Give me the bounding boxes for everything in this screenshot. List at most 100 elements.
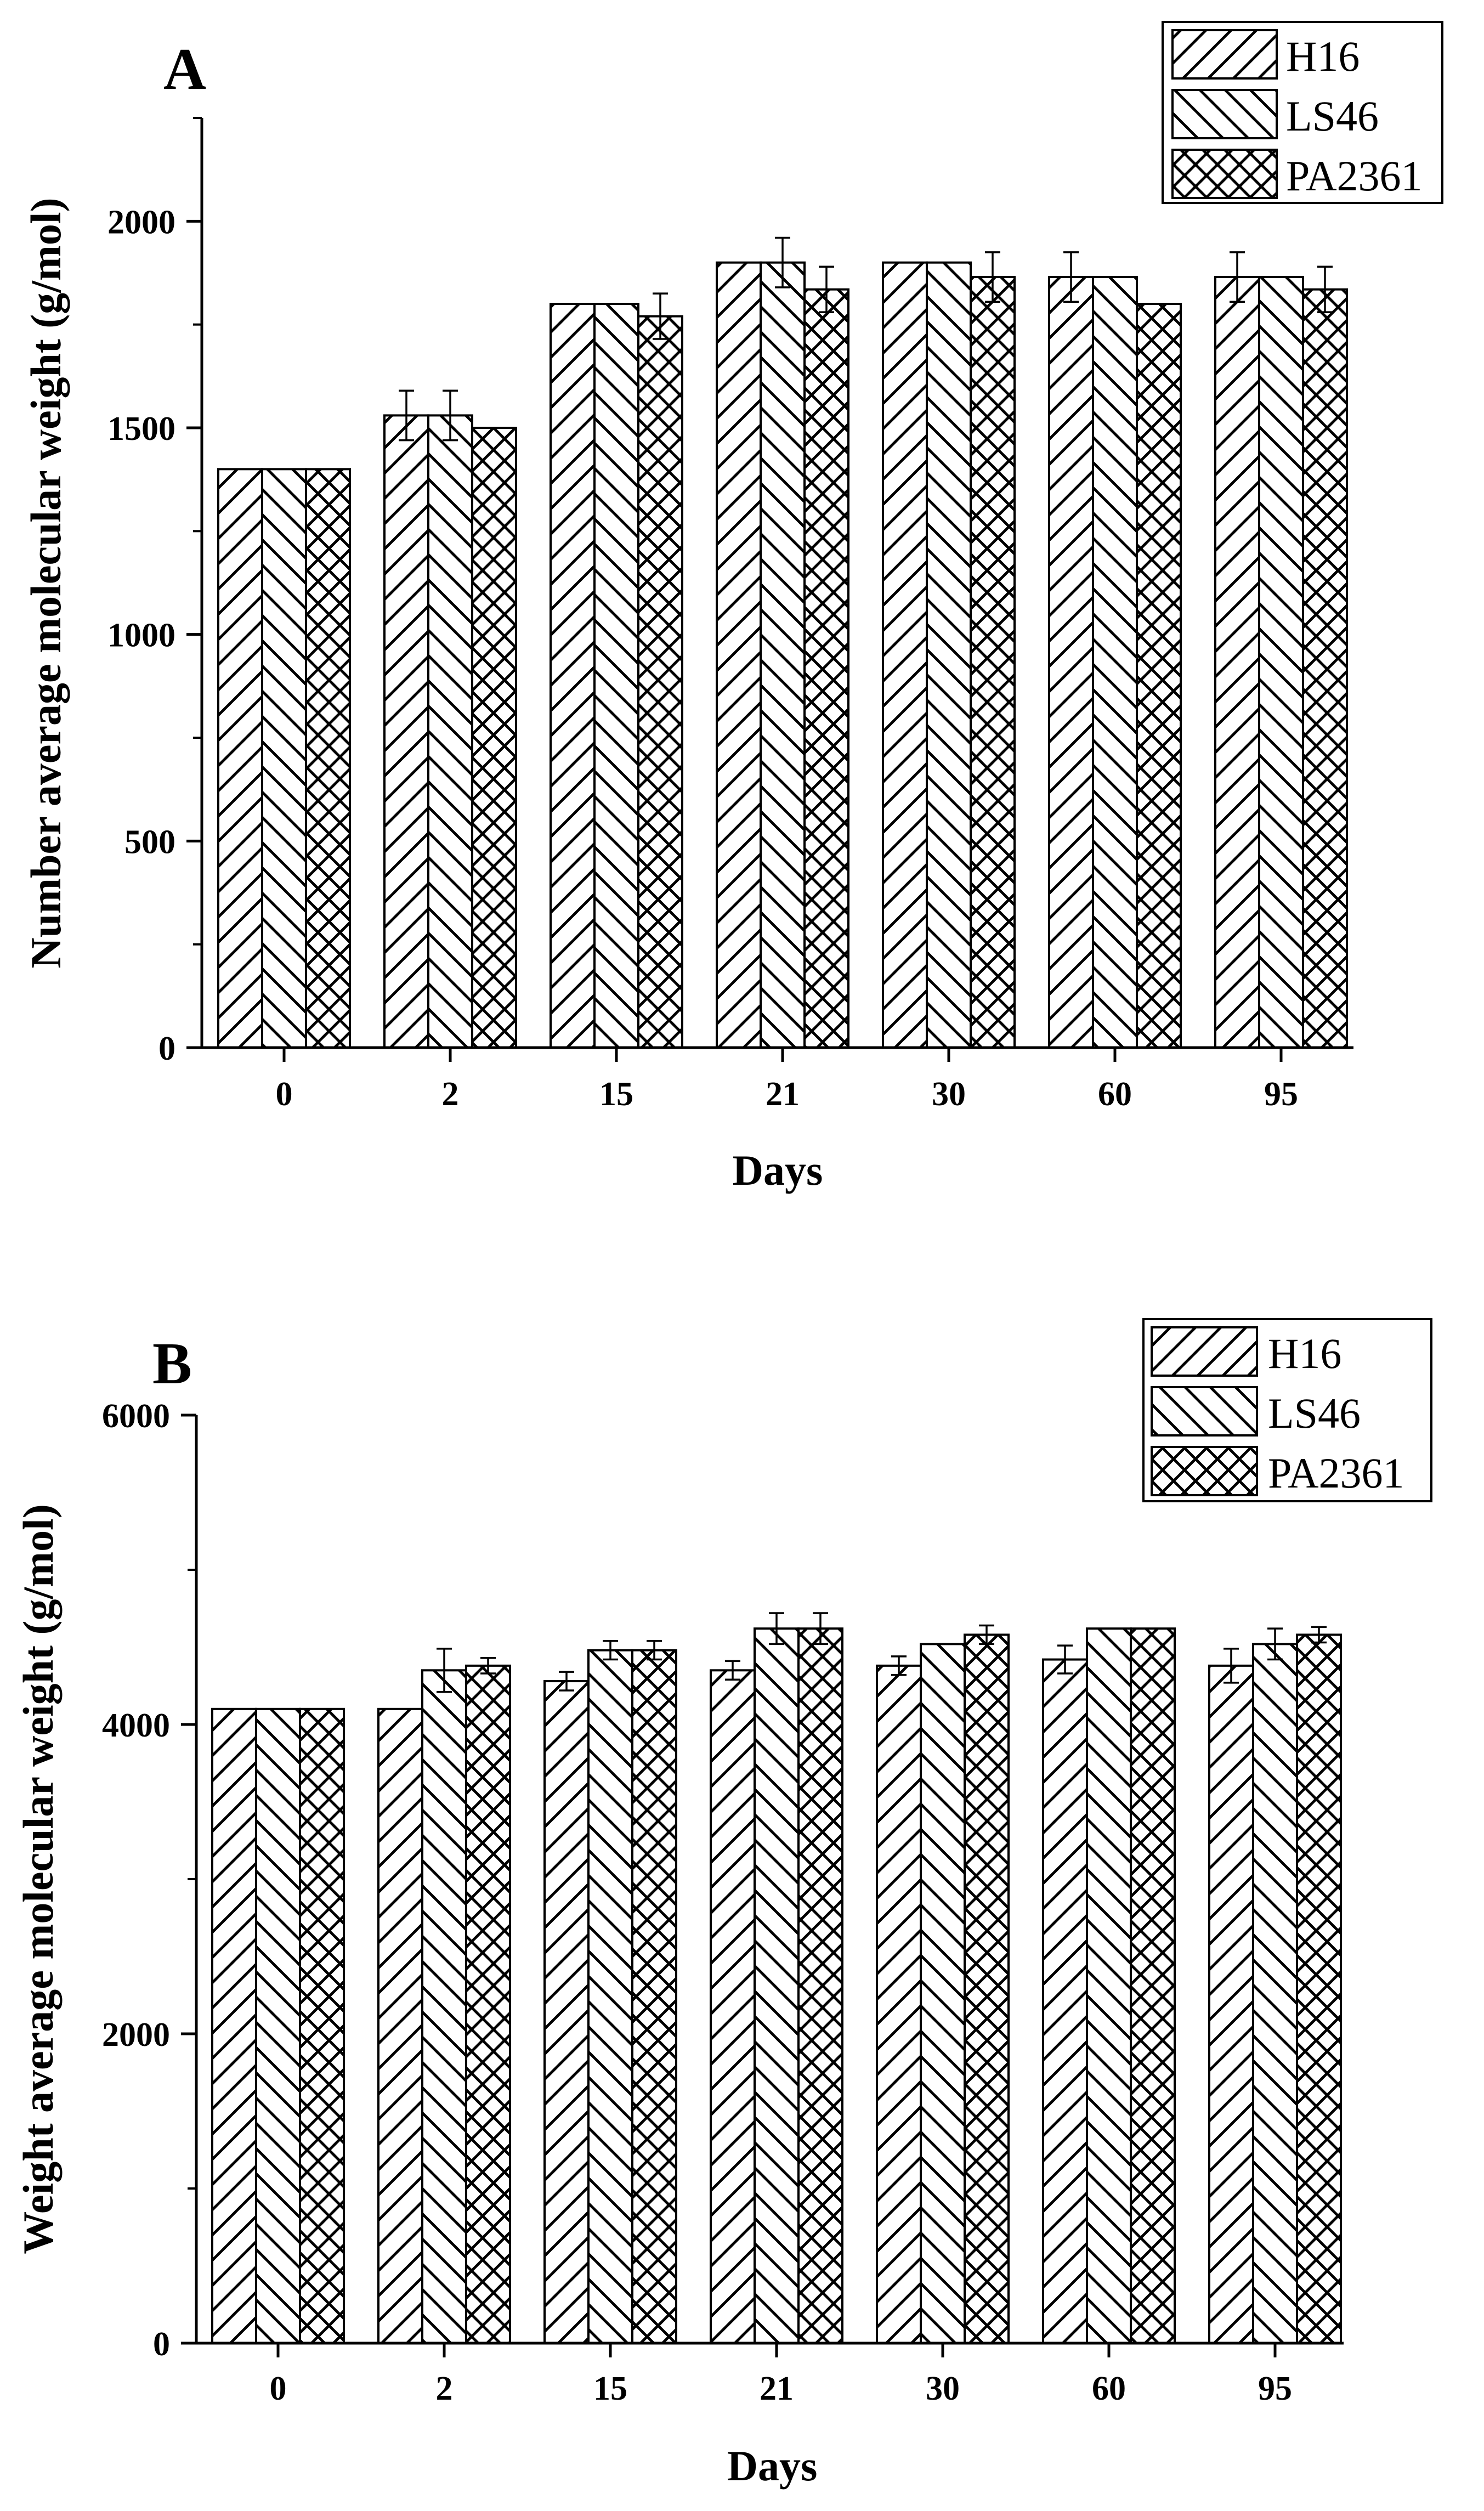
x-tick-label: 0 — [270, 2370, 287, 2407]
bar-pa2361-day-15 — [637, 315, 683, 1049]
bar-pa2361-day-0 — [299, 1707, 345, 2344]
legend-label-pa2361: PA2361 — [1268, 1449, 1404, 1497]
x-tick-label: 2 — [436, 2370, 453, 2407]
bar-pa2361-day-95 — [1296, 1633, 1342, 2344]
bar-h16-day-0 — [211, 1707, 257, 2344]
y-tick-label: 1000 — [107, 617, 175, 654]
bar-pa2361-day-15 — [631, 1649, 677, 2344]
error-bar-pa2361-day-21 — [813, 1612, 828, 1645]
panel-b-y-ticks: 0 2000 4000 6000 — [102, 1398, 196, 2363]
error-bar-ls46-day-2 — [437, 1648, 452, 1693]
bar-h16-day-60 — [1042, 1658, 1088, 2344]
bar-h16-day-95 — [1208, 1664, 1254, 2345]
bar-ls46-day-95 — [1258, 276, 1304, 1049]
panel-a-chart: 0 500 1000 1500 2000 0 2 15 21 30 60 95 A Days Num… — [22, 21, 1443, 1194]
x-tick-label: 21 — [760, 2370, 794, 2407]
x-tick-label: 60 — [1098, 1076, 1132, 1113]
bar-pa2361-day-21 — [803, 288, 849, 1049]
y-tick-label: 500 — [124, 823, 175, 861]
bar-h16-day-2 — [383, 414, 429, 1049]
y-tick-label: 2000 — [102, 2016, 170, 2054]
legend-swatch-ls46 — [1171, 89, 1278, 139]
bar-ls46-day-0 — [261, 468, 307, 1049]
y-tick-label: 0 — [158, 1030, 175, 1067]
panel-b-error-bars — [437, 1612, 1327, 1693]
x-tick-label: 60 — [1092, 2370, 1126, 2407]
x-tick-label: 95 — [1264, 1076, 1298, 1113]
error-bar-pa2361-day-21 — [819, 265, 834, 313]
error-bar-h16-day-60 — [1063, 251, 1079, 303]
panel-b-label: B — [152, 1331, 192, 1396]
panel-a-x-ticks: 0 2 15 21 30 60 95 — [276, 1048, 1298, 1113]
bar-h16-day-21 — [716, 261, 762, 1049]
panel-a-error-bars — [399, 236, 1333, 442]
bar-pa2361-day-30 — [970, 276, 1016, 1049]
legend-label-h16: H16 — [1286, 32, 1360, 80]
bar-ls46-day-15 — [587, 1649, 633, 2344]
error-bar-h16-day-15 — [559, 1671, 574, 1692]
error-bar-pa2361-day-30 — [985, 251, 1000, 303]
bar-ls46-day-2 — [427, 414, 473, 1049]
bar-ls46-day-2 — [421, 1669, 467, 2344]
x-tick-label: 95 — [1258, 2370, 1292, 2407]
panel-a-y-axis-title: Number average molecular weight (g/mol) — [22, 197, 70, 968]
error-bar-ls46-day-21 — [769, 1612, 784, 1645]
panel-a-y-ticks: 0 500 1000 1500 2000 — [107, 117, 202, 1067]
panel-a-bars — [217, 261, 1348, 1049]
error-bar-pa2361-day-15 — [647, 1639, 662, 1661]
y-tick-label: 0 — [153, 2326, 170, 2363]
error-bar-pa2361-day-15 — [653, 292, 668, 340]
legend-swatch-h16 — [1171, 29, 1278, 80]
error-bar-ls46-day-15 — [603, 1639, 618, 1661]
legend-swatch-ls46 — [1151, 1386, 1258, 1437]
legend-swatch-pa2361 — [1151, 1446, 1258, 1496]
error-bar-pa2361-day-95 — [1311, 1626, 1327, 1644]
bar-ls46-day-30 — [926, 261, 972, 1049]
legend-label-pa2361: PA2361 — [1286, 152, 1423, 200]
bar-ls46-day-21 — [760, 261, 806, 1049]
bar-h16-day-15 — [543, 1680, 590, 2344]
panel-b-bars — [211, 1627, 1342, 2345]
bar-ls46-day-30 — [920, 1643, 966, 2345]
legend-label-ls46: LS46 — [1268, 1389, 1361, 1437]
bar-pa2361-day-60 — [1136, 303, 1182, 1049]
bar-ls46-day-0 — [255, 1707, 301, 2344]
bar-pa2361-day-2 — [471, 427, 517, 1049]
x-tick-label: 21 — [766, 1076, 800, 1113]
panel-b-x-axis-title: Days — [727, 2442, 818, 2490]
bar-pa2361-day-95 — [1302, 288, 1348, 1049]
error-bar-pa2361-day-95 — [1317, 265, 1333, 313]
error-bar-pa2361-day-2 — [480, 1656, 496, 1675]
bar-ls46-day-95 — [1252, 1643, 1298, 2345]
y-tick-label: 6000 — [102, 1398, 170, 1435]
legend-label-ls46: LS46 — [1286, 92, 1379, 140]
error-bar-h16-day-2 — [399, 389, 414, 442]
x-tick-label: 30 — [932, 1076, 966, 1113]
bar-h16-day-30 — [882, 261, 928, 1049]
panel-b-y-axis-title: Weight average molecular weight (g/mol) — [14, 1504, 62, 2254]
x-tick-label: 30 — [926, 2370, 960, 2407]
bar-h16-day-0 — [217, 468, 263, 1049]
bar-ls46-day-21 — [754, 1627, 800, 2344]
error-bar-pa2361-day-30 — [979, 1624, 994, 1645]
legend-swatch-h16 — [1151, 1326, 1258, 1377]
y-tick-label: 1500 — [107, 410, 175, 448]
x-tick-label: 2 — [442, 1076, 459, 1113]
panel-a-label: A — [163, 37, 206, 102]
bar-ls46-day-60 — [1092, 276, 1138, 1049]
bar-h16-day-30 — [876, 1664, 922, 2345]
bar-pa2361-day-21 — [797, 1627, 843, 2344]
error-bar-ls46-day-21 — [775, 236, 790, 289]
bar-pa2361-day-2 — [465, 1664, 511, 2345]
panel-b-legend: H16 LS46 PA2361 — [1142, 1318, 1432, 1502]
x-tick-label: 0 — [276, 1076, 293, 1113]
legend-swatch-pa2361 — [1171, 149, 1278, 199]
error-bar-h16-day-21 — [725, 1660, 740, 1681]
bar-ls46-day-15 — [593, 303, 639, 1049]
bar-ls46-day-60 — [1086, 1627, 1132, 2344]
bar-h16-day-21 — [710, 1669, 756, 2344]
panel-b-chart: 0 2000 4000 6000 0 2 15 21 30 60 95 B Days Weight… — [14, 1318, 1432, 2490]
bar-pa2361-day-30 — [964, 1633, 1010, 2344]
y-tick-label: 2000 — [107, 203, 175, 241]
